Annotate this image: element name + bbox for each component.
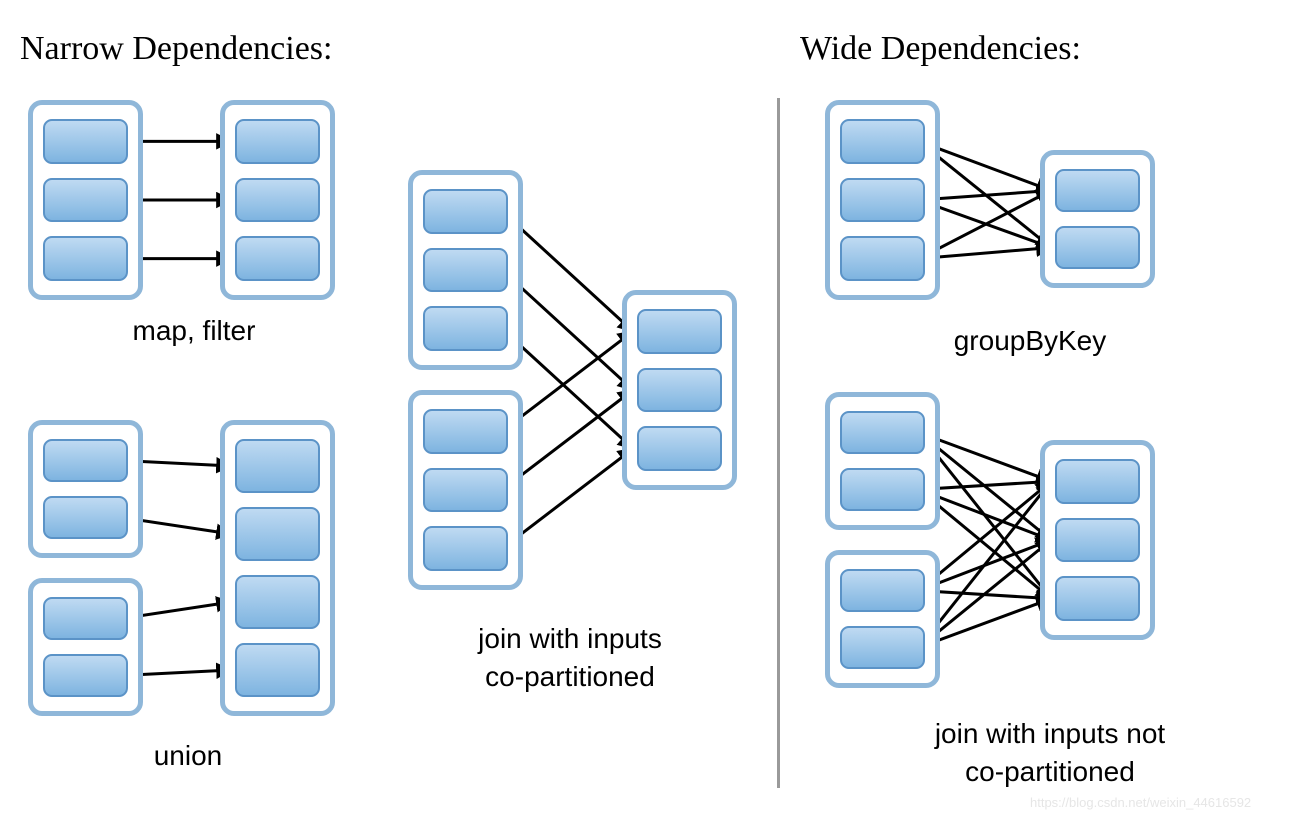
partition: [235, 119, 320, 164]
rdd-un-src1: [28, 420, 143, 558]
watermark: https://blog.csdn.net/weixin_44616592: [1030, 795, 1251, 810]
partition: [1055, 169, 1140, 212]
partition: [1055, 576, 1140, 621]
rdd-jn-src2: [825, 550, 940, 688]
rdd-un-src2: [28, 578, 143, 716]
caption-union: union: [118, 740, 258, 772]
partition: [235, 439, 320, 493]
partition: [840, 178, 925, 223]
partition: [423, 526, 508, 571]
partition: [1055, 459, 1140, 504]
rdd-jn-dst: [1040, 440, 1155, 640]
partition: [43, 119, 128, 164]
partition: [840, 236, 925, 281]
partition: [423, 306, 508, 351]
heading-wide: Wide Dependencies:: [800, 30, 1081, 68]
partition: [235, 178, 320, 223]
partition: [840, 626, 925, 669]
vertical-divider: [777, 98, 780, 788]
partition: [235, 236, 320, 281]
caption-groupbykey: groupByKey: [905, 325, 1155, 357]
partition: [43, 496, 128, 539]
rdd-mf-src: [28, 100, 143, 300]
partition: [43, 178, 128, 223]
diagram-stage: Narrow Dependencies: Wide Dependencies: …: [0, 0, 1289, 817]
rdd-jc-src2: [408, 390, 523, 590]
partition: [637, 368, 722, 413]
partition: [423, 248, 508, 293]
partition: [840, 468, 925, 511]
partition: [423, 468, 508, 513]
partition: [43, 597, 128, 640]
partition: [423, 409, 508, 454]
partition: [43, 439, 128, 482]
partition: [840, 411, 925, 454]
rdd-jc-dst: [622, 290, 737, 490]
heading-narrow: Narrow Dependencies:: [20, 30, 332, 68]
rdd-jn-src1: [825, 392, 940, 530]
partition: [637, 426, 722, 471]
partition: [1055, 518, 1140, 563]
rdd-mf-dst: [220, 100, 335, 300]
partition: [423, 189, 508, 234]
partition: [637, 309, 722, 354]
rdd-gb-src: [825, 100, 940, 300]
partition: [235, 575, 320, 629]
partition: [43, 654, 128, 697]
partition: [43, 236, 128, 281]
caption-join-not-co: join with inputs not co-partitioned: [850, 715, 1250, 791]
caption-join-co: join with inputs co-partitioned: [420, 620, 720, 696]
partition: [235, 507, 320, 561]
partition: [840, 119, 925, 164]
partition: [840, 569, 925, 612]
rdd-gb-dst: [1040, 150, 1155, 288]
rdd-jc-src1: [408, 170, 523, 370]
partition: [235, 643, 320, 697]
partition: [1055, 226, 1140, 269]
caption-map-filter: map, filter: [94, 315, 294, 347]
rdd-un-dst: [220, 420, 335, 716]
